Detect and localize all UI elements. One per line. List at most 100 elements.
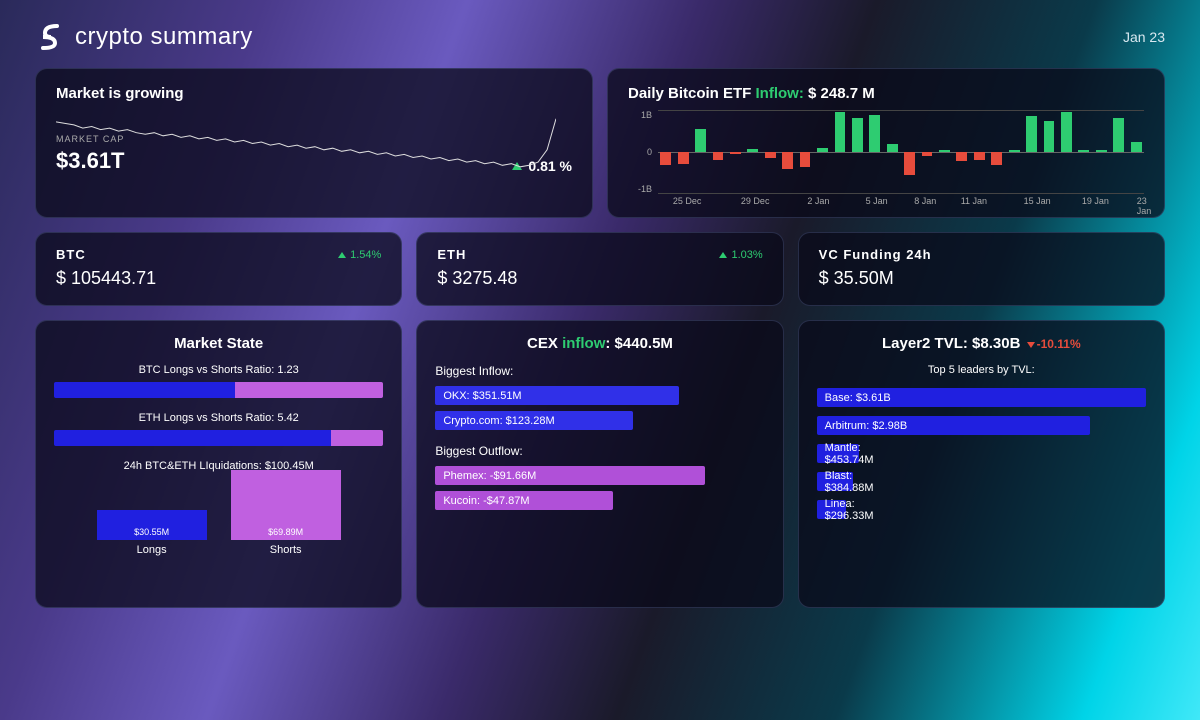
etf-ytick: 1B — [628, 110, 652, 120]
ratio-long — [54, 382, 235, 398]
etf-bar — [675, 110, 690, 194]
etf-xtick: 5 Jan — [866, 196, 888, 206]
etf-plot — [658, 110, 1144, 194]
etf-bar — [954, 110, 969, 194]
flow-bar: Phemex: -$91.66M — [435, 466, 705, 485]
etf-xtick: 15 Jan — [1024, 196, 1051, 206]
etf-bars — [658, 110, 1144, 194]
logo-icon — [35, 22, 65, 52]
etf-bar — [1041, 110, 1056, 194]
tvl-bar: Base: $3.61B — [817, 388, 1146, 407]
tvl-row: Linea: $296.33M — [817, 500, 1146, 519]
etf-bar — [815, 110, 830, 194]
etf-title: Daily Bitcoin ETF Inflow: $ 248.7 M — [628, 85, 1144, 102]
ticker-card: VC Funding 24h$ 35.50M — [798, 232, 1165, 306]
etf-bar — [1111, 110, 1126, 194]
liq-bar: $69.89M — [231, 470, 341, 540]
flow-bar: Kucoin: -$47.87M — [435, 491, 613, 510]
etf-bar — [1024, 110, 1039, 194]
tvl-row: Base: $3.61B — [817, 388, 1146, 407]
etf-bar — [884, 110, 899, 194]
etf-bar — [867, 110, 882, 194]
etf-title-pre: Daily Bitcoin ETF — [628, 85, 756, 102]
triangle-up-icon — [338, 252, 346, 258]
etf-bar — [850, 110, 865, 194]
ticker-val: $ 35.50M — [819, 268, 1144, 289]
cex-card: CEX inflow: $440.5M Biggest Inflow: OKX:… — [416, 320, 783, 608]
eth-ratio-label: ETH Longs vs Shorts Ratio: 5.42 — [54, 412, 383, 424]
etf-bar — [989, 110, 1004, 194]
etf-title-val: $ 248.7 M — [804, 85, 875, 102]
etf-bar — [1059, 110, 1074, 194]
triangle-up-icon — [719, 252, 727, 258]
etf-bar — [797, 110, 812, 194]
etf-bar — [1076, 110, 1091, 194]
tvl-bar: Blast: $384.88M — [817, 472, 853, 491]
ticker-sym: BTC — [56, 247, 86, 262]
layer2-pct: -10.11% — [1037, 337, 1081, 351]
etf-bar — [972, 110, 987, 194]
ratio-short — [235, 382, 383, 398]
flow-bar: OKX: $351.51M — [435, 386, 679, 405]
etf-card: Daily Bitcoin ETF Inflow: $ 248.7 M 1B0-… — [607, 68, 1165, 218]
cex-title-pre: CEX — [527, 335, 562, 352]
etf-xtick: 8 Jan — [914, 196, 936, 206]
etf-bar — [902, 110, 917, 194]
market-growing-card: Market is growing MARKET CAP $3.61T 0.81… — [35, 68, 593, 218]
btc-ratio-label: BTC Longs vs Shorts Ratio: 1.23 — [54, 364, 383, 376]
market-title: Market is growing — [56, 85, 572, 102]
etf-ytick: 0 — [628, 147, 652, 157]
cex-title: CEX inflow: $440.5M — [435, 335, 764, 352]
tvl-bar: Arbitrum: $2.98B — [817, 416, 1090, 435]
layer2-card: Layer2 TVL: $8.30B -10.11% Top 5 leaders… — [798, 320, 1165, 608]
market-state-card: Market State BTC Longs vs Shorts Ratio: … — [35, 320, 402, 608]
ticker-val: $ 3275.48 — [437, 268, 762, 289]
tvl-bar: Mantle: $453.74M — [817, 444, 860, 463]
etf-xtick: 25 Dec — [673, 196, 702, 206]
etf-bar — [745, 110, 760, 194]
tvl-row: Arbitrum: $2.98B — [817, 416, 1146, 435]
marketcap-sparkline — [56, 111, 556, 173]
etf-bar — [832, 110, 847, 194]
ticker-card: ETH1.03%$ 3275.48 — [416, 232, 783, 306]
ticker-pct: 1.03% — [719, 249, 762, 261]
cex-title-mid: inflow — [562, 335, 605, 352]
eth-ratio-bar — [54, 430, 383, 446]
liq-col: $30.55M Longs — [97, 510, 207, 556]
market-state-title: Market State — [54, 335, 383, 352]
etf-xtick: 23 Jan — [1137, 196, 1152, 216]
etf-xaxis: 25 Dec29 Dec2 Jan5 Jan8 Jan11 Jan15 Jan1… — [658, 196, 1144, 210]
etf-bar — [1128, 110, 1143, 194]
ratio-short — [331, 430, 384, 446]
etf-bar — [937, 110, 952, 194]
liq-bars: $30.55MLongs$69.89MShorts — [54, 480, 383, 556]
etf-bar — [1006, 110, 1021, 194]
layer2-sub: Top 5 leaders by TVL: — [817, 364, 1146, 376]
liq-col: $69.89M Shorts — [231, 470, 341, 556]
inflow-label: Biggest Inflow: — [435, 364, 764, 378]
ratio-long — [54, 430, 331, 446]
etf-bar — [693, 110, 708, 194]
liq-cap: Longs — [137, 544, 167, 556]
tvl-bar: Linea: $296.33M — [817, 500, 847, 519]
etf-xtick: 29 Dec — [741, 196, 770, 206]
tvl-row: Mantle: $453.74M — [817, 444, 1146, 463]
brand-text: crypto summary — [75, 23, 253, 51]
ticker-val: $ 105443.71 — [56, 268, 381, 289]
etf-bar — [710, 110, 725, 194]
logo: crypto summary — [35, 22, 253, 52]
header-date: Jan 23 — [1123, 29, 1165, 45]
etf-bar — [1094, 110, 1109, 194]
layer2-title: Layer2 TVL: $8.30B -10.11% — [817, 335, 1146, 352]
liq-bar: $30.55M — [97, 510, 207, 540]
triangle-down-icon — [1027, 342, 1035, 348]
etf-bar — [658, 110, 673, 194]
flow-bar: Crypto.com: $123.28M — [435, 411, 633, 430]
btc-ratio-bar — [54, 382, 383, 398]
etf-chart: 1B0-1B 25 Dec29 Dec2 Jan5 Jan8 Jan11 Jan… — [628, 110, 1144, 210]
etf-bar — [728, 110, 743, 194]
liq-cap: Shorts — [270, 544, 302, 556]
ticker-pct: 1.54% — [338, 249, 381, 261]
layer2-title-pre: Layer2 TVL: $8.30B — [882, 335, 1020, 352]
cex-title-val: : $440.5M — [605, 335, 673, 352]
